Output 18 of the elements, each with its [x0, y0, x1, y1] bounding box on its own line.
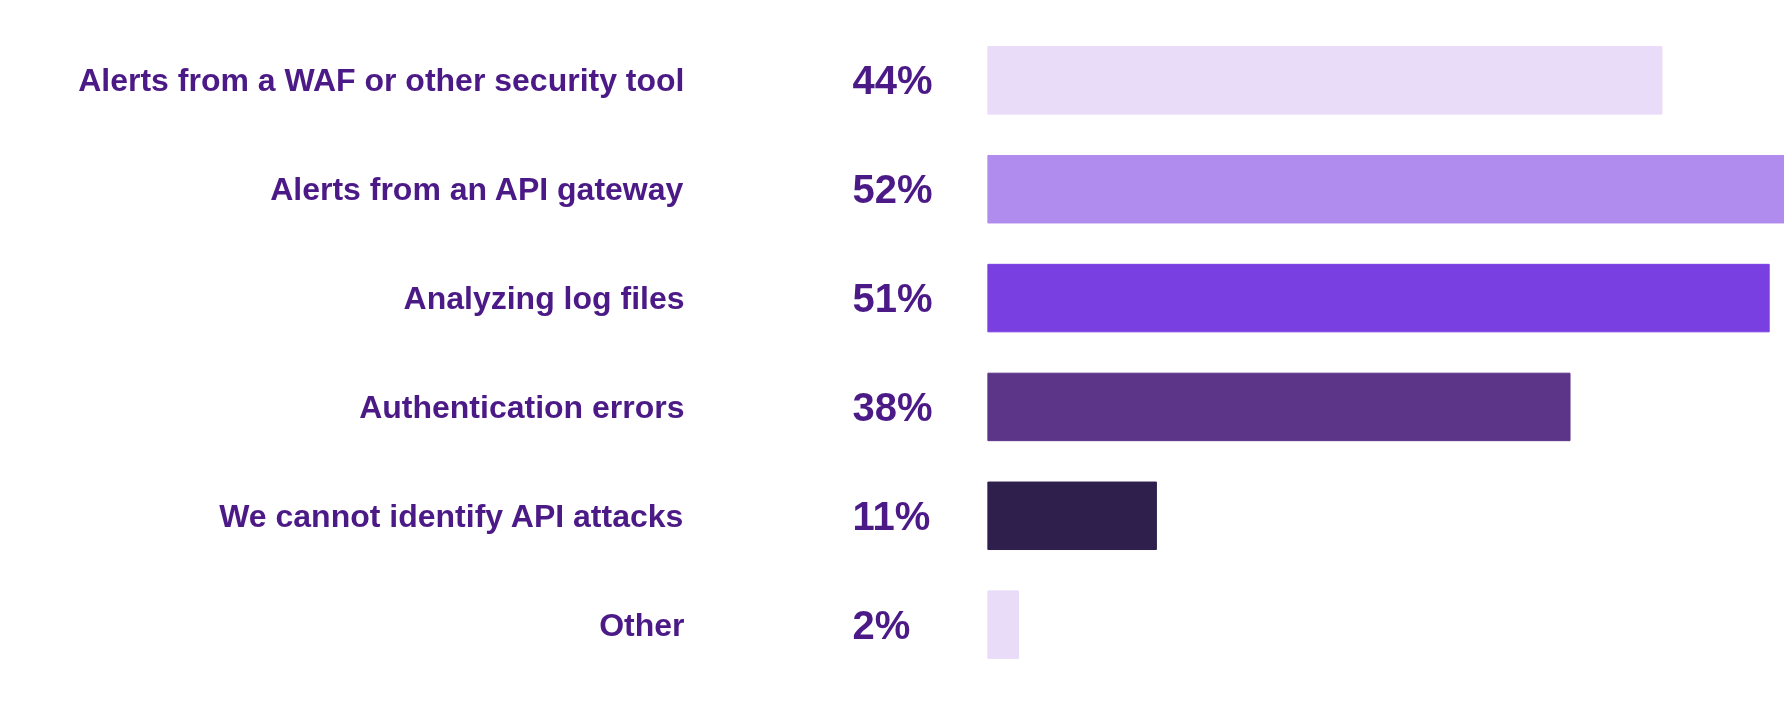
bar [987, 372, 1571, 442]
data-label: 38% [852, 384, 933, 429]
bar [987, 154, 1784, 224]
data-label: 52% [852, 167, 933, 212]
y-tick-label: Other [599, 606, 685, 643]
bar [987, 481, 1157, 551]
bar [987, 46, 1663, 115]
y-tick-label: Alerts from a WAF or other security tool [78, 62, 685, 99]
data-label: 11% [852, 493, 931, 538]
y-tick-label: Analyzing log files [403, 280, 685, 317]
data-label: 51% [852, 276, 933, 321]
y-tick-label: Authentication errors [359, 388, 685, 425]
data-label: 2% [852, 602, 911, 647]
bar [987, 263, 1770, 333]
data-label: 44% [852, 58, 933, 103]
y-tick-label: We cannot identify API attacks [219, 497, 684, 534]
bar [987, 590, 1020, 659]
y-tick-label: Alerts from an API gateway [270, 171, 684, 208]
